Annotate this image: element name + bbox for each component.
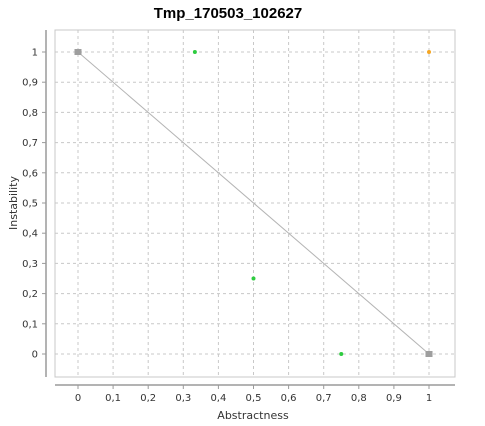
y-tick-label: 0,1 — [22, 319, 38, 330]
reference-point — [425, 351, 433, 357]
x-tick-label: 0,8 — [351, 393, 367, 404]
grid — [55, 30, 455, 377]
data-point — [251, 276, 256, 281]
y-axis-label: Instability — [7, 176, 20, 230]
data-point — [192, 50, 197, 54]
y-tick-label: 0,6 — [22, 168, 38, 179]
x-tick-label: 0,5 — [246, 393, 262, 404]
reference-point — [74, 49, 82, 55]
y-tick-label: 0,3 — [22, 259, 38, 270]
y-tick-label: 0,5 — [22, 199, 38, 210]
x-tick-label: 0,2 — [140, 393, 156, 404]
y-axis-ticks: 0 0,1 0,2 0,3 0,4 0,5 0,6 0,7 0,8 0,9 1 — [22, 48, 46, 361]
y-tick-label: 0,2 — [22, 289, 38, 300]
y-tick-label: 0,7 — [22, 138, 38, 149]
chart-title: Tmp_170503_102627 — [154, 5, 302, 22]
x-tick-label: 1 — [426, 393, 432, 404]
data-points — [74, 49, 433, 357]
x-axis-ticks: 0 0,1 0,2 0,3 0,4 0,5 0,6 0,7 0,8 0,9 1 — [75, 385, 432, 404]
data-point — [427, 50, 431, 54]
x-tick-label: 0,6 — [281, 393, 297, 404]
x-tick-label: 0,4 — [210, 393, 226, 404]
main-sequence-line — [77, 51, 430, 355]
main-sequence — [77, 51, 430, 355]
y-tick-label: 0,4 — [22, 229, 38, 240]
x-tick-label: 0,7 — [316, 393, 332, 404]
x-tick-label: 0,1 — [105, 393, 121, 404]
x-axis-label: Abstractness — [217, 409, 289, 422]
y-tick-label: 0,9 — [22, 78, 38, 89]
x-tick-label: 0 — [75, 393, 81, 404]
x-tick-label: 0,9 — [386, 393, 402, 404]
x-tick-label: 0,3 — [175, 393, 191, 404]
y-tick-label: 0 — [32, 350, 38, 361]
data-point — [339, 352, 344, 356]
y-tick-label: 0,8 — [22, 108, 38, 119]
y-tick-label: 1 — [32, 48, 38, 59]
